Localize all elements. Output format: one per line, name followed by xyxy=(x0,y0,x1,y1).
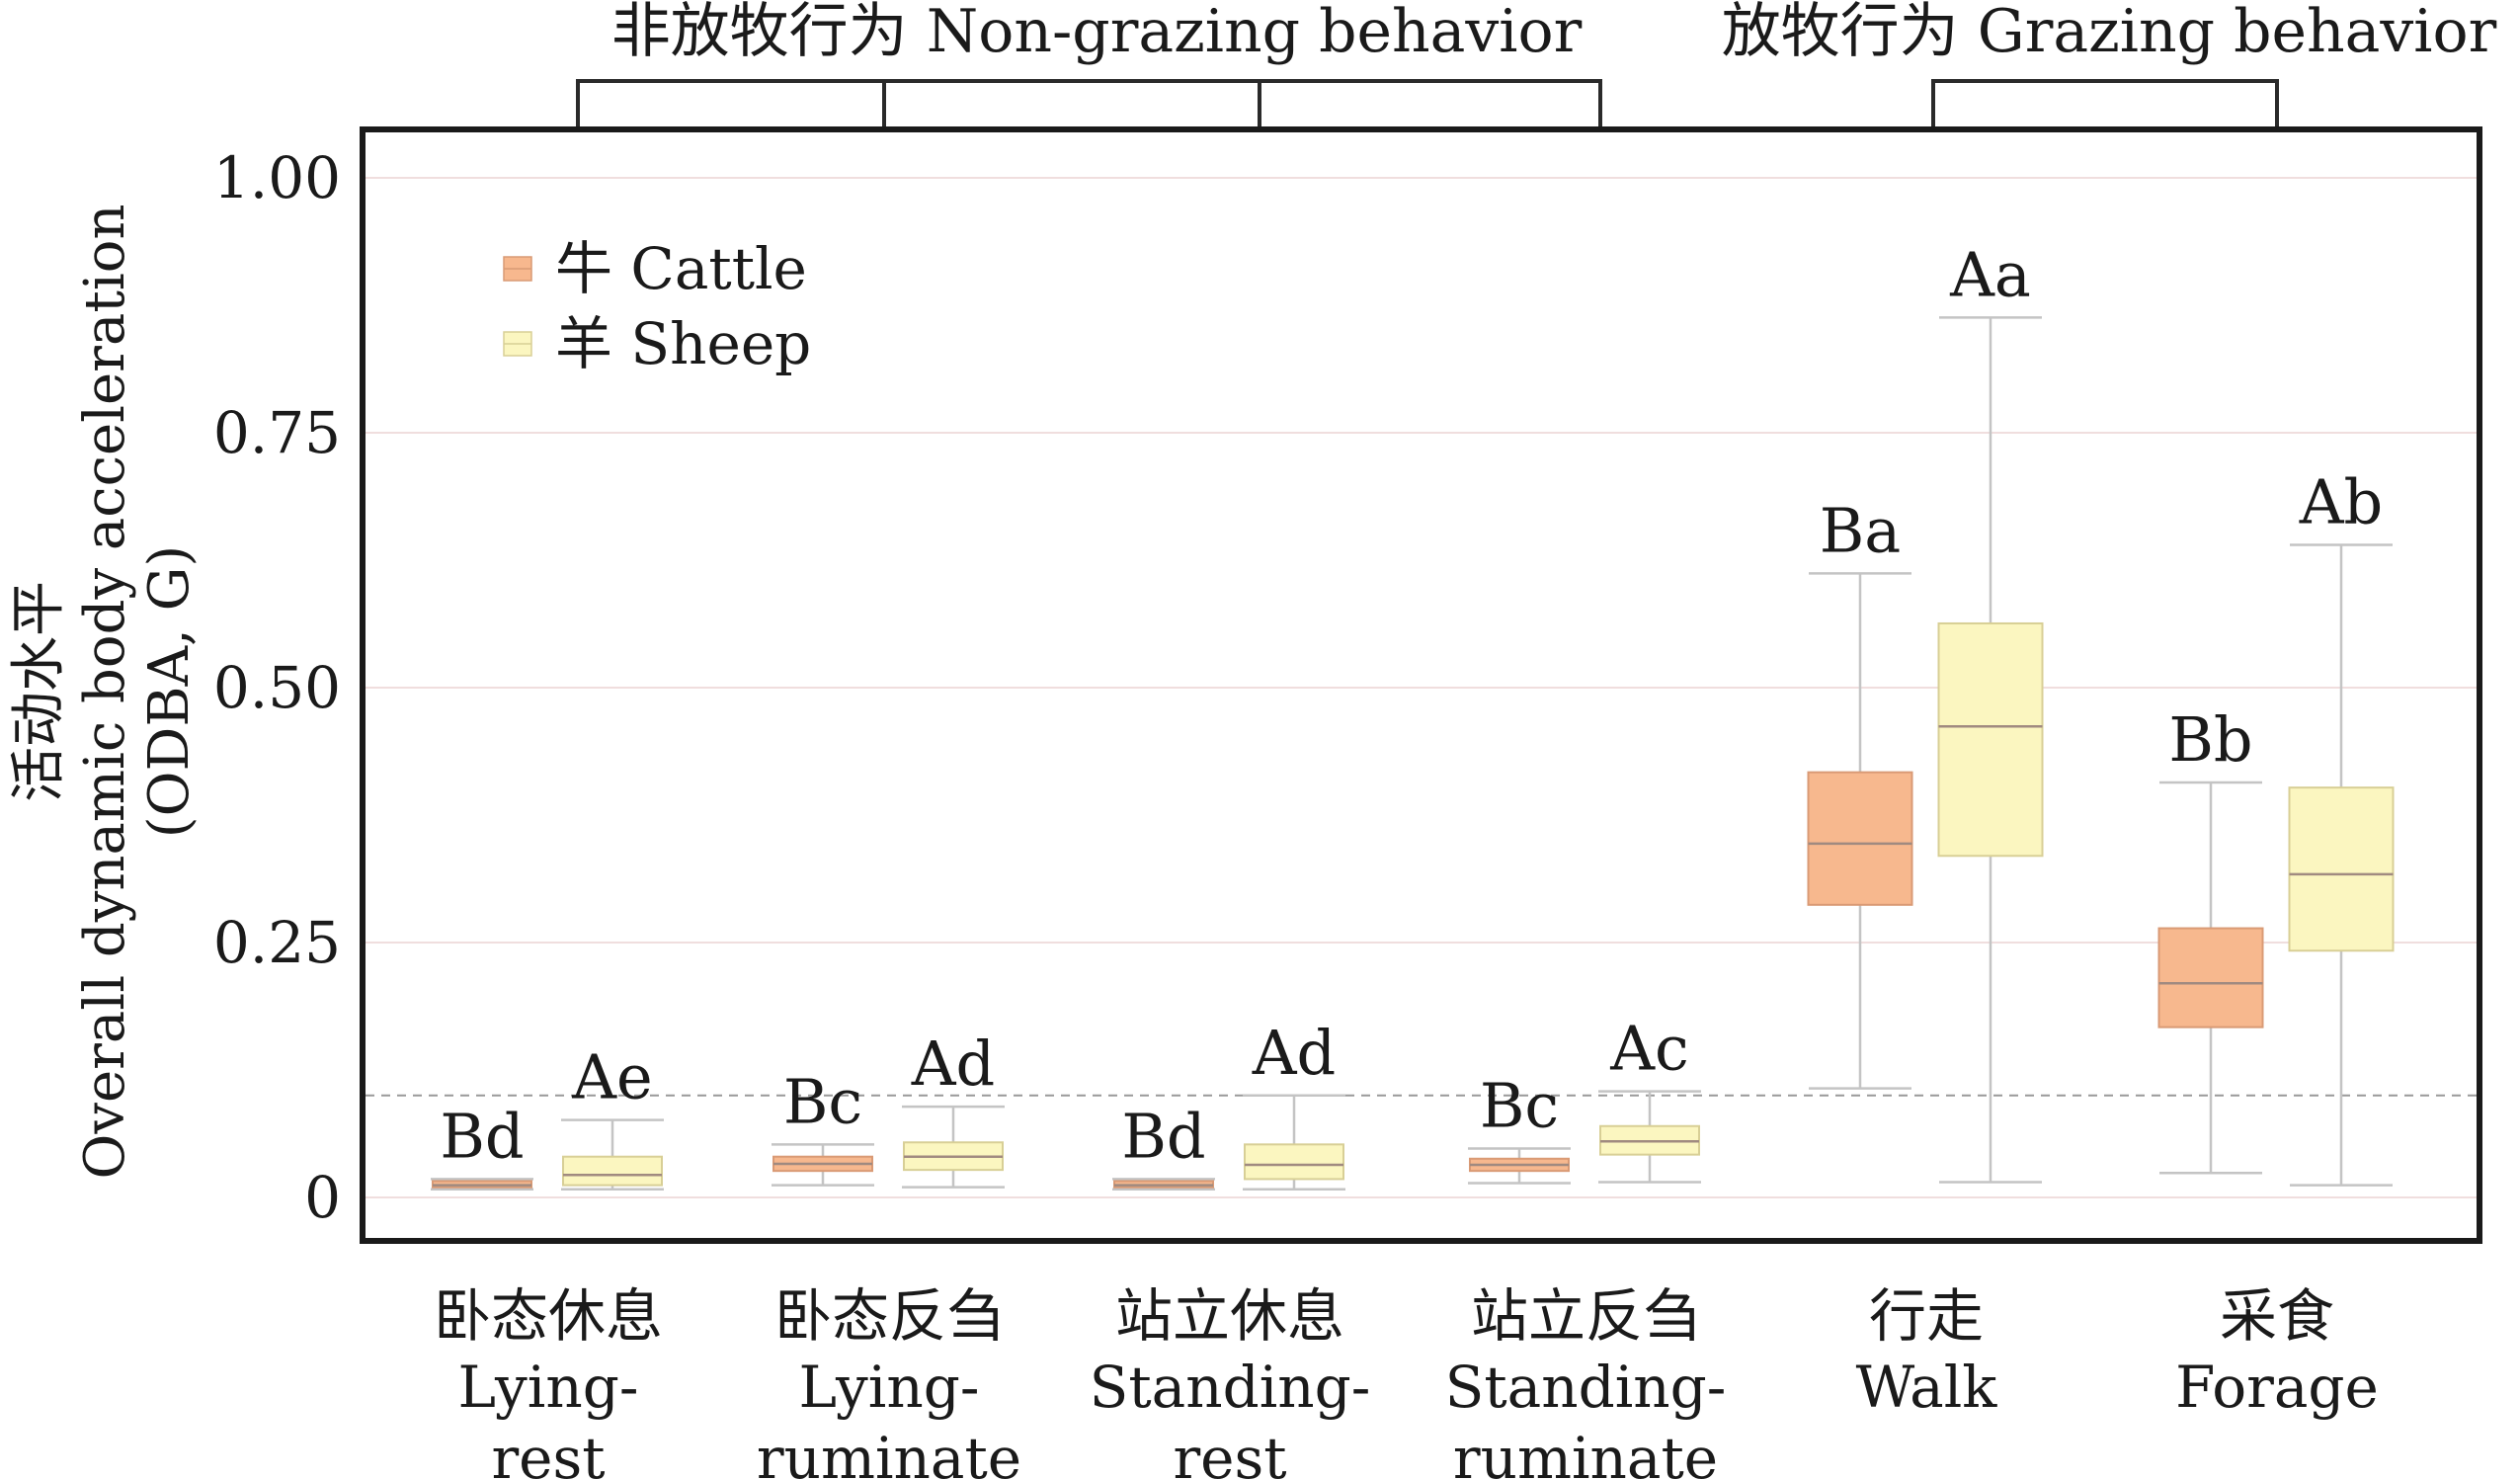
y-axis-label-en: Overall dynamic body acceleration xyxy=(73,204,137,1179)
category-label-en2: ruminate xyxy=(1453,1425,1718,1480)
box-1-4 xyxy=(1937,316,2044,1184)
box-iqr xyxy=(2288,786,2395,952)
significance-label: Ad xyxy=(911,1028,995,1100)
category-label-en1: Forage xyxy=(2175,1354,2379,1421)
box-0-2 xyxy=(1112,1178,1215,1191)
box-1-5 xyxy=(2288,543,2395,1187)
category-label-en1: Walk xyxy=(1856,1354,1998,1421)
significance-labels: Bd Bc Bd Bc Ba Bb Ae Ad Ad Ac Aa Ab xyxy=(440,238,2383,1172)
box-1-3 xyxy=(1598,1090,1701,1184)
box-iqr xyxy=(1807,771,1913,906)
significance-label: Ab xyxy=(2299,466,2383,538)
box-1-2 xyxy=(1243,1094,1345,1191)
significance-label: Ac xyxy=(1609,1013,1689,1085)
box-0-1 xyxy=(772,1143,874,1187)
box-0-5 xyxy=(2157,781,2264,1175)
category-label-en2: ruminate xyxy=(757,1425,1021,1480)
group-label: 放牧行为 Grazing behavior xyxy=(1722,0,2497,66)
y-tick-label: 0.25 xyxy=(213,909,341,976)
significance-label: Bd xyxy=(440,1100,524,1172)
box-iqr xyxy=(1937,621,2044,858)
box-0-0 xyxy=(431,1178,533,1191)
significance-label: Bc xyxy=(783,1065,862,1137)
significance-label: Aa xyxy=(1949,238,2031,310)
y-tick-label: 1.00 xyxy=(213,144,341,211)
category-label-en1: Standing- xyxy=(1090,1354,1371,1421)
significance-label: Bb xyxy=(2168,703,2252,776)
significance-label: Bc xyxy=(1480,1069,1559,1141)
category-label-zh: 站立休息 xyxy=(1115,1282,1344,1350)
y-axis-label-unit: (ODBA, G) xyxy=(137,545,202,838)
category-label-en2: rest xyxy=(1173,1425,1286,1480)
legend-label: 牛 Cattle xyxy=(555,235,807,302)
category-label-en2: rest xyxy=(491,1425,605,1480)
significance-label: Ad xyxy=(1252,1017,1336,1089)
y-tick-label: 0.50 xyxy=(213,654,341,721)
y-axis-label-zh: 活动水平 xyxy=(7,581,71,802)
box-iqr xyxy=(562,1155,663,1187)
y-tick-labels: 0 0.25 0.50 0.75 1.00 xyxy=(213,144,341,1231)
category-label-en1: Lying- xyxy=(458,1354,639,1421)
legend: 牛 Cattle 羊 Sheep xyxy=(503,235,811,377)
significance-label: Ba xyxy=(1820,494,1902,566)
y-tick-label: 0.75 xyxy=(213,399,341,466)
legend-label: 羊 Sheep xyxy=(555,310,811,377)
category-label-zh: 采食 xyxy=(2220,1282,2334,1350)
y-axis-label: 活动水平 Overall dynamic body acceleration (… xyxy=(7,204,202,1179)
category-label-en1: Lying- xyxy=(799,1354,980,1421)
box-1-0 xyxy=(561,1118,664,1191)
gridlines xyxy=(366,177,2477,1198)
box-0-3 xyxy=(1468,1147,1571,1185)
category-label-zh: 卧态反刍 xyxy=(774,1282,1004,1350)
significance-label: Bd xyxy=(1121,1100,1205,1172)
box-0-4 xyxy=(1807,572,1913,1090)
category-label-zh: 行走 xyxy=(1869,1282,1984,1350)
box-iqr xyxy=(2157,927,2264,1028)
group-brackets: 非放牧行为 Non-grazing behavior 放牧行为 Grazing b… xyxy=(576,0,2497,126)
category-label-en1: Standing- xyxy=(1445,1354,1727,1421)
boxes xyxy=(431,316,2395,1191)
box-iqr xyxy=(1244,1143,1344,1181)
y-tick-label: 0 xyxy=(304,1164,341,1231)
category-label-zh: 卧态休息 xyxy=(434,1282,663,1350)
group-label: 非放牧行为 Non-grazing behavior xyxy=(611,0,1583,66)
box-1-1 xyxy=(902,1105,1005,1189)
x-category-labels: 卧态休息Lying-rest卧态反刍Lying-ruminate站立休息Stan… xyxy=(434,1282,2379,1480)
significance-label: Ae xyxy=(571,1041,652,1113)
plot-frame xyxy=(360,126,2482,1244)
category-label-zh: 站立反刍 xyxy=(1471,1282,1700,1350)
